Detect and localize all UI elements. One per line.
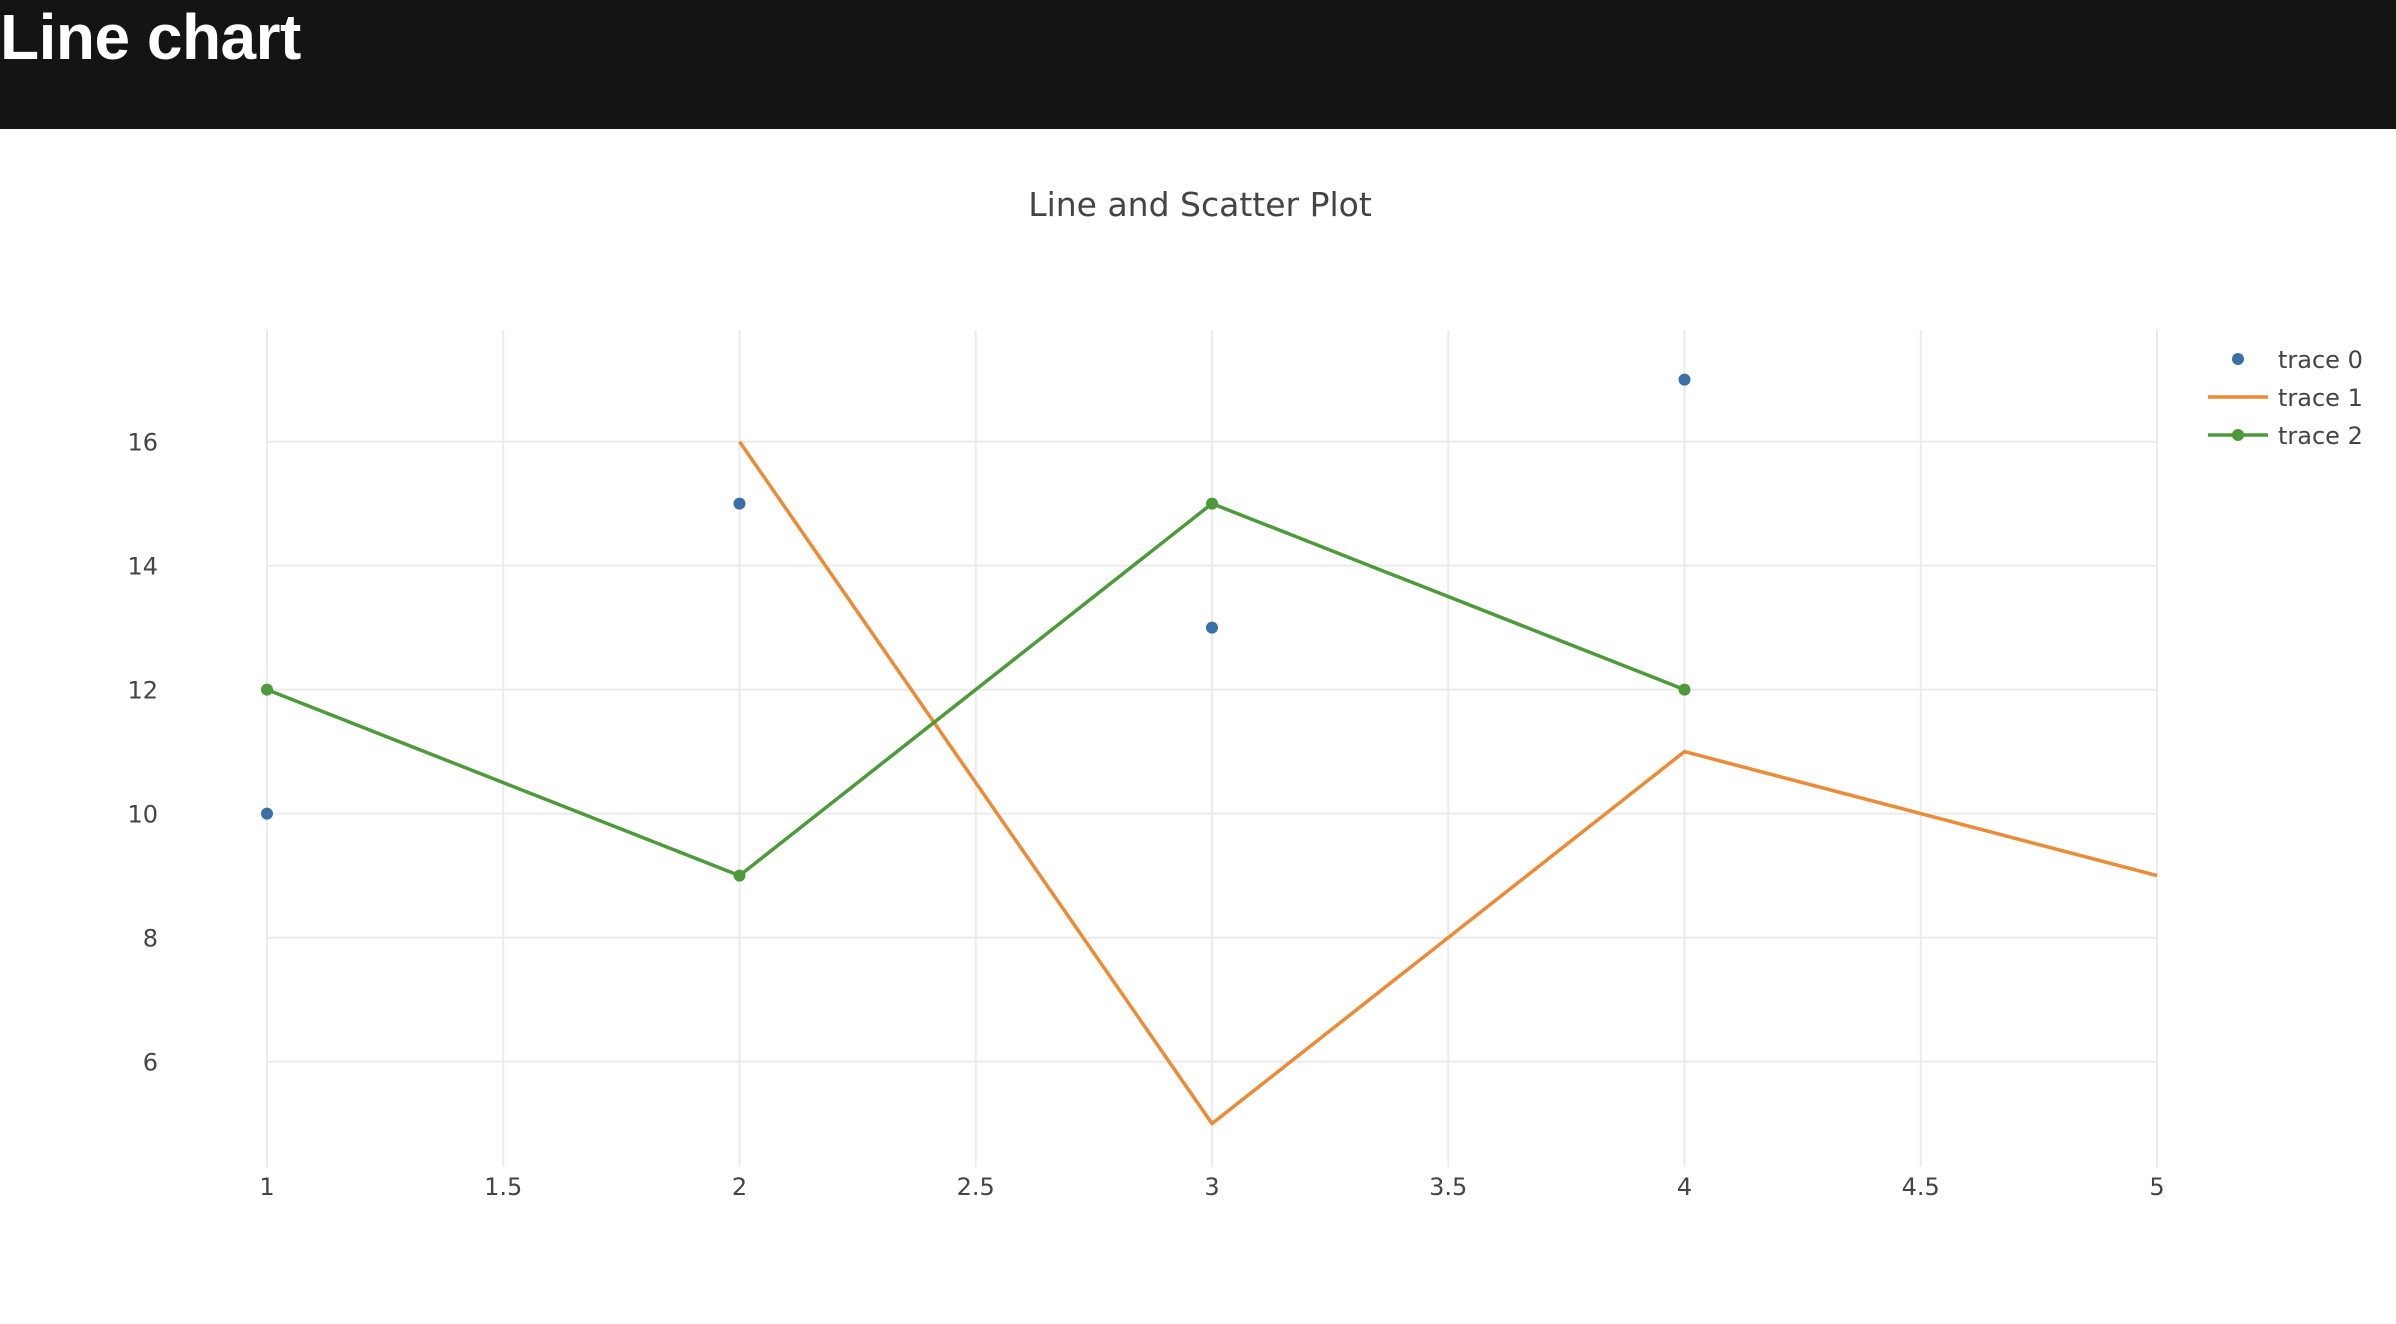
x-tick-label: 4: [1677, 1173, 1692, 1201]
y-tick-label: 10: [127, 801, 158, 829]
legend-swatch-marker: [2232, 353, 2244, 365]
legend-swatch-marker: [2232, 429, 2244, 441]
legend-item-trace-0[interactable]: trace 0: [2232, 346, 2363, 374]
chart-background: [0, 129, 2396, 1324]
legend-item-trace-1[interactable]: trace 1: [2208, 384, 2363, 412]
data-point-trace-2[interactable]: [1206, 497, 1218, 510]
app-header: Line chart: [0, 0, 2396, 129]
series-line-trace-1: [738, 440, 2158, 1126]
legend-label: trace 0: [2278, 346, 2363, 374]
y-tick-label: 12: [127, 677, 158, 705]
data-point-trace-2[interactable]: [733, 869, 746, 882]
y-tick-label: 6: [143, 1049, 158, 1077]
y-tick-label: 16: [127, 429, 158, 457]
legend-item-trace-2[interactable]: trace 2: [2208, 422, 2363, 450]
x-tick-label: 1.5: [484, 1173, 522, 1201]
x-tick-label: 2.5: [957, 1173, 995, 1201]
legend-label: trace 1: [2278, 384, 2363, 412]
data-point-trace-0[interactable]: [733, 497, 746, 510]
plot-container: Line and Scatter Plot 1 1.5 2 2.5 3 3.5 4 4.5 5 6…: [0, 129, 2396, 1324]
data-point-trace-2[interactable]: [1678, 683, 1691, 696]
x-tick-label: 5: [2149, 1173, 2164, 1201]
data-point-trace-0[interactable]: [1206, 621, 1218, 634]
x-tick-label: 3: [1204, 1173, 1219, 1201]
series-trace-1: [738, 440, 2158, 1126]
series-layer: [261, 373, 2158, 1126]
tick-labels: 1 1.5 2 2.5 3 3.5 4 4.5 5 6 8 10 12 14 16: [127, 429, 2164, 1201]
x-tick-label: 2: [732, 1173, 747, 1201]
legend-label: trace 2: [2278, 422, 2363, 450]
series-trace-2: [261, 497, 1691, 882]
grid-layer: [266, 330, 2158, 1167]
y-tick-label: 8: [143, 925, 158, 953]
data-point-trace-2[interactable]: [261, 683, 273, 696]
x-tick-label: 4.5: [1902, 1173, 1940, 1201]
chart-title: Line and Scatter Plot: [1028, 185, 1372, 224]
x-tick-label: 3.5: [1429, 1173, 1467, 1201]
legend[interactable]: trace 0 trace 1 trace 2: [2208, 346, 2363, 450]
line-scatter-chart: Line and Scatter Plot 1 1.5 2 2.5 3 3.5 4 4.5 5 6…: [0, 129, 2396, 1324]
series-line-trace-2: [266, 501, 1686, 878]
y-tick-label: 14: [127, 553, 158, 581]
page-title: Line chart: [0, 1, 301, 73]
series-trace-0: [261, 373, 1691, 820]
x-tick-label: 1: [259, 1173, 274, 1201]
data-point-trace-0[interactable]: [261, 807, 273, 820]
data-point-trace-0[interactable]: [1678, 373, 1691, 386]
